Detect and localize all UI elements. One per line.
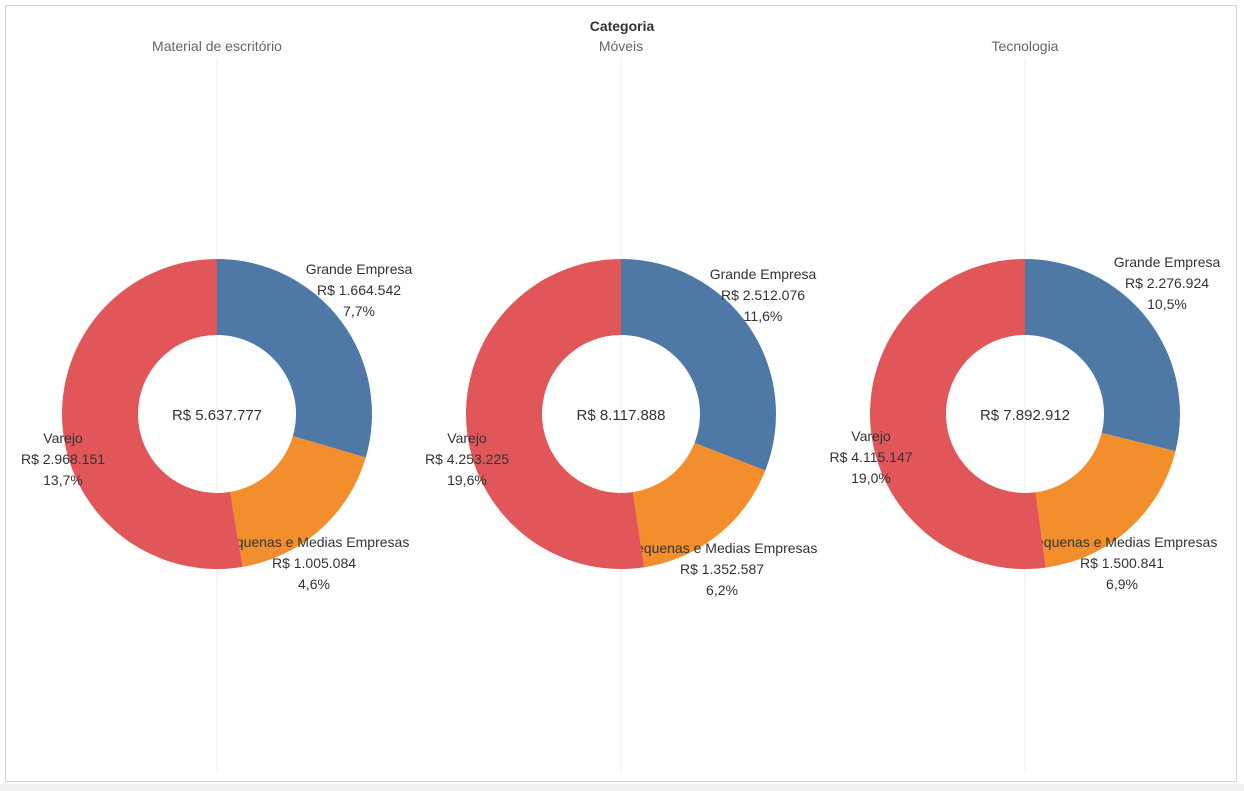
slice-label-pct: 6,9% — [1106, 576, 1138, 592]
slice-label-pct: 7,7% — [343, 303, 375, 319]
slice-label-value: R$ 2.512.076 — [721, 287, 805, 303]
slice-label-name: Grande Empresa — [1114, 254, 1221, 270]
center-total: R$ 7.892.912 — [980, 407, 1070, 424]
slice-label-value: R$ 4.253.225 — [425, 451, 509, 467]
slice-label-value: R$ 1.664.542 — [317, 282, 401, 298]
panel-title: Móveis — [599, 38, 643, 54]
slice-label-value: R$ 2.276.924 — [1125, 275, 1209, 291]
slice-label-name: Pequenas e Medias Empresas — [219, 534, 410, 550]
slice-label-pct: 4,6% — [298, 576, 330, 592]
slice-varejo — [466, 259, 645, 569]
slice-grande-empresa — [621, 259, 777, 471]
slice-label-pct: 19,6% — [447, 472, 487, 488]
slice-label-pct: 13,7% — [43, 472, 83, 488]
slice-label-value: R$ 1.500.841 — [1080, 555, 1164, 571]
slice-label-pct: 10,5% — [1147, 296, 1187, 312]
slice-pequenas-e-medias-empresas — [1035, 432, 1176, 568]
slice-pequenas-e-medias-empresas — [632, 442, 766, 568]
slice-label-value: R$ 4.115.147 — [829, 449, 912, 465]
slice-grande-empresa — [1025, 259, 1180, 452]
slice-label-name: Varejo — [43, 430, 83, 446]
slice-label-value: R$ 2.968.151 — [21, 451, 105, 467]
slice-varejo — [62, 259, 243, 569]
slice-label-name: Grande Empresa — [306, 261, 413, 277]
slice-label-pct: 6,2% — [706, 582, 738, 598]
slice-grande-empresa — [217, 259, 372, 458]
center-total: R$ 5.637.777 — [172, 407, 262, 424]
slice-pequenas-e-medias-empresas — [230, 436, 366, 567]
slice-label-name: Varejo — [851, 428, 891, 444]
center-total: R$ 8.117.888 — [577, 407, 666, 424]
slice-label-pct: 19,0% — [851, 470, 891, 486]
slice-varejo — [870, 259, 1046, 569]
slice-label-value: R$ 1.005.084 — [272, 555, 356, 571]
slice-label-pct: 11,6% — [744, 308, 783, 324]
slice-label-name: Pequenas e Medias Empresas — [1027, 534, 1218, 550]
panel-title: Material de escritório — [152, 38, 282, 54]
slice-label-name: Varejo — [447, 430, 487, 446]
slice-label-name: Pequenas e Medias Empresas — [627, 540, 818, 556]
slice-label-value: R$ 1.352.587 — [680, 561, 764, 577]
header-title: Categoria — [590, 18, 655, 34]
panel-title: Tecnologia — [992, 38, 1059, 54]
slice-label-name: Grande Empresa — [710, 266, 817, 282]
bottom-bar — [0, 784, 1244, 791]
